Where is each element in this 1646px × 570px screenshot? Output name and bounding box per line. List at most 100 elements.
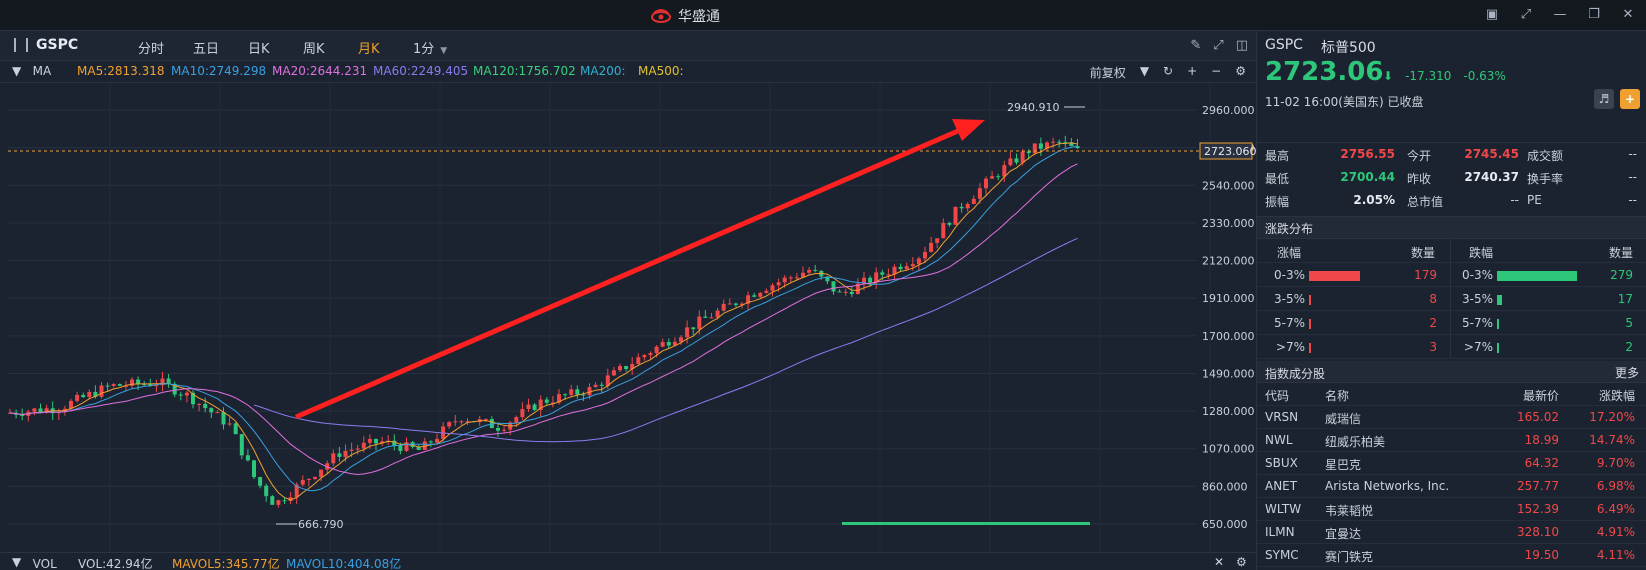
candle-body — [1026, 151, 1031, 154]
candle-body — [618, 366, 622, 371]
up-count-header: 数量 — [1411, 246, 1436, 260]
candle-body — [111, 384, 116, 386]
tab-timeshare[interactable]: 分时 — [138, 42, 165, 57]
candle-body — [892, 266, 897, 275]
candle-body — [703, 316, 708, 318]
constituent-code: WLTW — [1265, 502, 1302, 516]
tab-weekly-k[interactable]: 周K — [303, 42, 325, 57]
constituent-row[interactable]: WLTW 韦莱韬悦 152.39 6.49% — [1257, 498, 1646, 521]
candle-body — [349, 449, 354, 451]
down-range: 5-7% — [1461, 316, 1493, 330]
candle-body — [105, 385, 110, 387]
gear-icon[interactable]: ⚙ — [1236, 555, 1247, 569]
candle-body — [1075, 146, 1080, 149]
candle-body — [1020, 151, 1025, 163]
tab-daily-k[interactable]: 日K — [248, 42, 270, 57]
tab-monthly-k[interactable]: 月K — [358, 42, 380, 57]
constituent-row[interactable]: VRSN 威瑞信 165.02 17.20% — [1257, 406, 1646, 429]
tab-five-day[interactable]: 五日 — [193, 42, 220, 57]
candle-body — [252, 460, 256, 478]
minus-icon[interactable]: − — [1211, 64, 1222, 78]
candle-body — [44, 408, 49, 413]
candle-body — [849, 291, 854, 294]
stat-amp-label: 振幅 — [1265, 195, 1290, 209]
constituent-name: 韦莱韬悦 — [1325, 504, 1374, 518]
candle-body — [630, 364, 635, 370]
up-count: 2 — [1429, 316, 1437, 330]
constituent-row[interactable]: SYMC 赛门铁克 19.50 4.11% — [1257, 544, 1646, 567]
candle-body — [221, 412, 226, 425]
ma-lines — [9, 142, 1078, 501]
close-icon[interactable]: ✕ — [1214, 555, 1225, 569]
tab-one-minute[interactable]: 1分 ▼ — [413, 38, 468, 57]
symbol-selector[interactable]: GSPC — [14, 37, 78, 53]
plus-icon[interactable]: + — [1187, 64, 1198, 78]
refresh-icon[interactable]: ↻ — [1163, 64, 1174, 78]
candle-body — [813, 269, 818, 271]
candle-body — [123, 385, 128, 387]
candle-body — [654, 346, 659, 354]
arrow-down-icon: ⬇ — [1383, 69, 1394, 83]
constituent-row[interactable]: SBUX 星巴克 64.32 9.70% — [1257, 452, 1646, 475]
candle-body — [380, 441, 385, 444]
close-icon[interactable]: ✕ — [1622, 7, 1634, 22]
candle-body — [288, 497, 293, 501]
distribution-section: 涨跌分布 涨幅 数量 跌幅 数量 0-3% 179 0-3% 279 3-5% 8 3-5%… — [1257, 217, 1646, 359]
candlestick-chart[interactable]: 2960.0002750.0002540.0002330.0002120.000… — [0, 83, 1256, 552]
panel-toggle-icon[interactable] — [14, 38, 28, 52]
more-link[interactable]: 更多 — [1614, 366, 1639, 380]
candle-body — [965, 203, 970, 209]
up-bar — [1309, 295, 1311, 305]
up-range: 3-5% — [1273, 292, 1305, 306]
distribution-header: 涨幅 数量 跌幅 数量 — [1257, 239, 1646, 263]
ma20-value: MA20:2644.231 — [272, 64, 368, 78]
constituent-pct: 6.98% — [1596, 479, 1635, 493]
up-bar — [1309, 271, 1360, 281]
candle-body — [947, 223, 952, 225]
panel-icon[interactable]: ◫ — [1235, 38, 1248, 53]
chevron-down-icon[interactable]: ▼ — [1139, 64, 1150, 78]
adjust-select[interactable]: 前复权 — [1089, 66, 1126, 80]
quote-time: 11-02 16:00(美国东) 已收盘 — [1265, 95, 1424, 109]
candle-body — [319, 469, 324, 477]
bell-icon[interactable]: ♬ — [1594, 89, 1614, 109]
candle-body — [666, 342, 671, 346]
distribution-row: 5-7% 2 5-7% 5 — [1257, 311, 1646, 335]
down-range: >7% — [1463, 340, 1493, 354]
candle-body — [672, 341, 677, 346]
constituent-row[interactable]: NWL 纽威乐柏美 18.99 14.74% — [1257, 429, 1646, 452]
constituent-name: 赛门铁克 — [1325, 550, 1374, 564]
app-title-text: 华盛通 — [678, 9, 720, 25]
candle-body — [361, 442, 366, 449]
down-count: 17 — [1617, 292, 1633, 306]
minimize-icon[interactable]: — — [1553, 7, 1567, 22]
low-label: 666.790 — [298, 518, 344, 531]
constituent-row[interactable]: ILMN 宜曼达 328.10 4.91% — [1257, 521, 1646, 544]
candle-body — [496, 428, 500, 431]
gear-icon[interactable]: ⚙ — [1235, 64, 1246, 78]
ma60-value: MA60:2249.405 — [373, 64, 469, 78]
add-watchlist-button[interactable]: + — [1620, 89, 1640, 109]
shrink-icon[interactable]: ⤢ — [1520, 7, 1532, 22]
constituent-pct: 4.91% — [1596, 525, 1635, 539]
candle-body — [563, 394, 568, 396]
ma-toggle[interactable]: ▼ MA — [12, 64, 52, 78]
down-bar — [1497, 295, 1502, 305]
up-range: 5-7% — [1273, 316, 1305, 330]
candle-body — [435, 438, 439, 443]
vol-toggle[interactable]: ▼ VOL — [12, 555, 57, 570]
candle-body — [862, 277, 866, 284]
candle-body — [191, 392, 195, 405]
down-count: 5 — [1625, 316, 1633, 330]
candle-body — [416, 446, 421, 450]
y-axis: 2960.0002750.0002540.0002330.0002120.000… — [1202, 104, 1255, 531]
candle-body — [392, 440, 397, 446]
constituent-row[interactable]: ANET Arista Networks, Inc. 257.77 6.98% — [1257, 475, 1646, 498]
expand-icon[interactable]: ⤢ — [1213, 38, 1224, 53]
pen-icon[interactable]: ✎ — [1190, 38, 1202, 53]
y-tick-label: 1910.000 — [1202, 292, 1255, 305]
stat-cap: -- — [1510, 193, 1519, 207]
down-range-header: 跌幅 — [1469, 246, 1494, 260]
restore-icon[interactable]: ❐ — [1588, 7, 1600, 22]
shirt-icon[interactable]: ▣ — [1485, 7, 1499, 22]
